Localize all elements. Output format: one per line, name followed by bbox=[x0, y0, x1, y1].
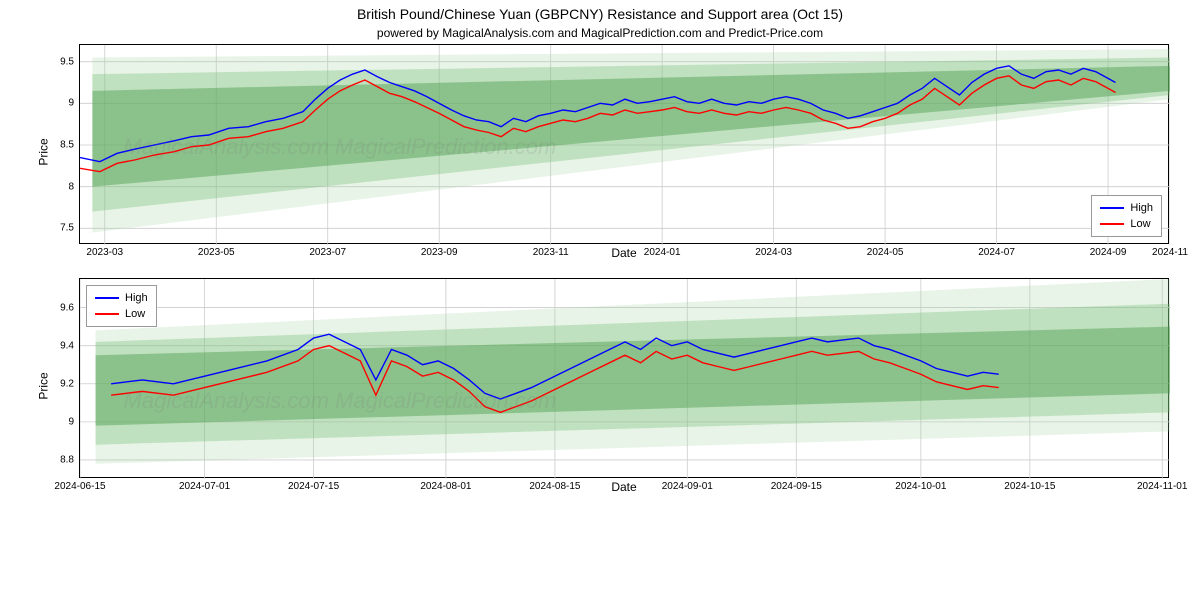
legend-high-line bbox=[95, 297, 119, 299]
chart1-wrap: Price MagicalAnalysis.com MagicalPredict… bbox=[68, 44, 1180, 260]
ytick-label: 8 bbox=[68, 181, 74, 192]
xtick-label: 2024-09-01 bbox=[662, 481, 713, 492]
ytick-label: 8.5 bbox=[60, 140, 74, 151]
chart1-ylabel: Price bbox=[37, 138, 51, 165]
xtick-label: 2024-11 bbox=[1152, 247, 1188, 258]
xtick-label: 2024-09-15 bbox=[771, 481, 822, 492]
xtick-label: 2023-11 bbox=[533, 247, 569, 258]
xtick-label: 2023-05 bbox=[198, 247, 235, 258]
legend-low-line bbox=[1100, 223, 1124, 225]
xtick-label: 2024-07 bbox=[978, 247, 1015, 258]
legend-low-label: Low bbox=[125, 306, 145, 322]
legend-low-label: Low bbox=[1130, 216, 1150, 232]
xtick-label: 2024-10-01 bbox=[895, 481, 946, 492]
xtick-label: 2024-07-15 bbox=[288, 481, 339, 492]
xtick-label: 2024-03 bbox=[755, 247, 792, 258]
xtick-label: 2024-07-01 bbox=[179, 481, 230, 492]
ytick-label: 9.6 bbox=[60, 302, 74, 313]
chart-title: British Pound/Chinese Yuan (GBPCNY) Resi… bbox=[0, 0, 1200, 22]
ytick-label: 9.5 bbox=[60, 56, 74, 67]
chart1-plot-area: MagicalAnalysis.com MagicalPrediction.co… bbox=[79, 44, 1169, 244]
spacer bbox=[0, 260, 1200, 278]
ytick-label: 9.2 bbox=[60, 378, 74, 389]
chart2-legend: High Low bbox=[86, 285, 157, 327]
xtick-label: 2024-11-01 bbox=[1137, 481, 1187, 492]
ytick-label: 9.4 bbox=[60, 340, 74, 351]
legend-high-line bbox=[1100, 207, 1124, 209]
chart2-plot-area: MagicalAnalysis.com MagicalPrediction.co… bbox=[79, 278, 1169, 478]
xtick-label: 2024-08-15 bbox=[529, 481, 580, 492]
xtick-label: 2023-09 bbox=[421, 247, 458, 258]
figure-container: British Pound/Chinese Yuan (GBPCNY) Resi… bbox=[0, 0, 1200, 600]
legend-low: Low bbox=[1100, 216, 1153, 232]
chart2-ylabel: Price bbox=[37, 372, 51, 399]
xtick-label: 2024-05 bbox=[867, 247, 904, 258]
xtick-label: 2024-01 bbox=[644, 247, 681, 258]
xtick-label: 2024-06-15 bbox=[54, 481, 105, 492]
legend-high: High bbox=[1100, 200, 1153, 216]
xtick-label: 2024-10-15 bbox=[1004, 481, 1055, 492]
xtick-label: 2023-07 bbox=[309, 247, 346, 258]
xtick-label: 2023-03 bbox=[86, 247, 123, 258]
legend-high-label: High bbox=[125, 290, 148, 306]
legend-high: High bbox=[95, 290, 148, 306]
ytick-label: 9 bbox=[68, 416, 74, 427]
xtick-label: 2024-09 bbox=[1090, 247, 1127, 258]
ytick-label: 9 bbox=[68, 98, 74, 109]
chart1-legend: High Low bbox=[1091, 195, 1162, 237]
legend-high-label: High bbox=[1130, 200, 1153, 216]
ytick-label: 8.8 bbox=[60, 454, 74, 465]
legend-low-line bbox=[95, 313, 119, 315]
ytick-label: 7.5 bbox=[60, 223, 74, 234]
xtick-label: 2024-08-01 bbox=[420, 481, 471, 492]
chart2-wrap: Price MagicalAnalysis.com MagicalPredict… bbox=[68, 278, 1180, 494]
legend-low: Low bbox=[95, 306, 148, 322]
chart-subtitle: powered by MagicalAnalysis.com and Magic… bbox=[0, 22, 1200, 44]
